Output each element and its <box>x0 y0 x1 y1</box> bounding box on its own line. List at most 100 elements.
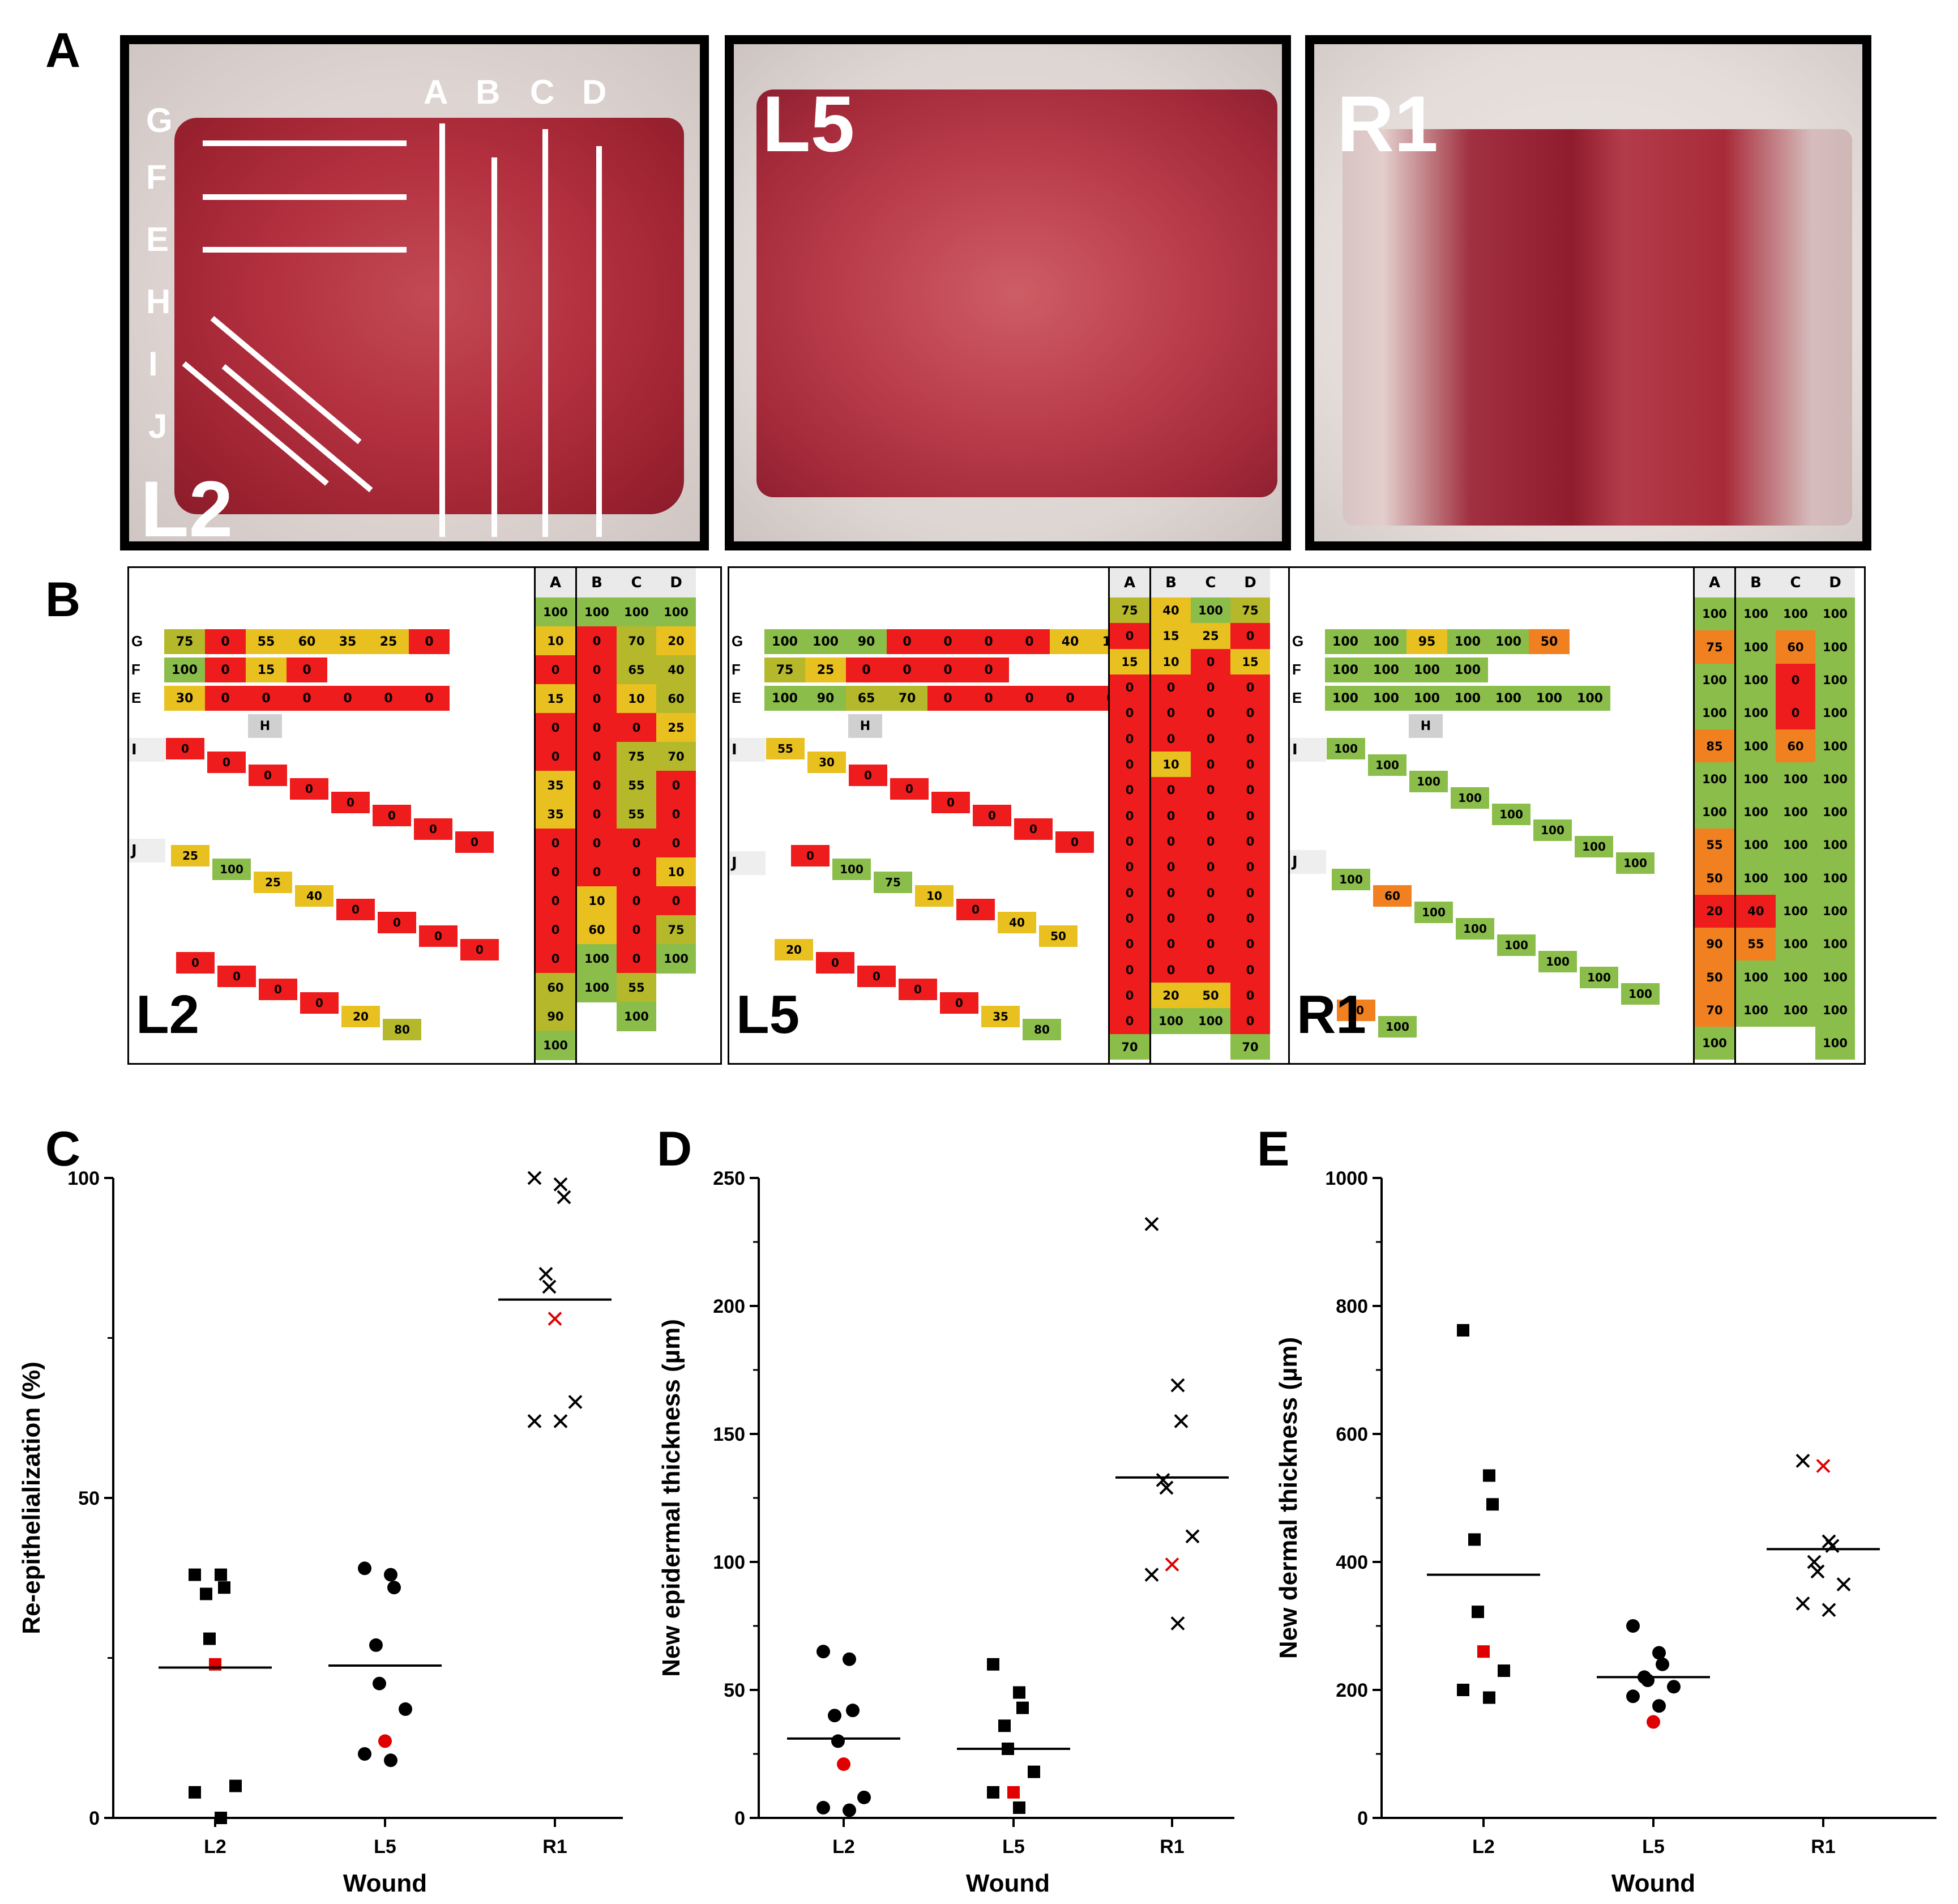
grid-cell: 0 <box>290 778 328 800</box>
table-cell: 0 <box>536 655 575 685</box>
data-point <box>568 1395 583 1409</box>
table-cell: 10 <box>577 886 617 916</box>
table-cell: 0 <box>1110 829 1149 855</box>
grid-cell: 0 <box>846 658 887 682</box>
table-cell: 75 <box>656 915 696 945</box>
table-cell: 100 <box>1695 1026 1734 1060</box>
grid-cell: 100 <box>1409 770 1448 792</box>
data-point <box>553 1177 568 1192</box>
grid-cell: 100 <box>1414 901 1453 923</box>
table-cell: 100 <box>1815 663 1855 697</box>
grid-cell: 100 <box>1406 658 1447 682</box>
data-point <box>831 1734 845 1748</box>
table-cell: 0 <box>1230 674 1270 701</box>
grid-cell: 100 <box>1497 934 1536 956</box>
table-cell: 10 <box>1151 648 1191 675</box>
grid-cell: 0 <box>414 818 452 840</box>
x-tick-label: R1 <box>1160 1836 1184 1858</box>
wound-photo-l2: G F E H I J A B C D L2 <box>120 35 709 550</box>
line-label-h: H <box>146 283 171 321</box>
table-cell: 100 <box>1695 795 1734 829</box>
grid-cell: 70 <box>887 686 927 711</box>
grid-cell: 100 <box>1488 686 1529 711</box>
table-cell: 0 <box>1110 854 1149 881</box>
data-point <box>1483 1469 1495 1482</box>
data-point <box>1822 1603 1836 1617</box>
data-point <box>1457 1324 1469 1337</box>
line-label-e: E <box>146 220 169 258</box>
grid-cell: 0 <box>368 686 409 711</box>
grid-cell: 0 <box>1014 818 1053 840</box>
table-cell: 100 <box>1776 927 1815 961</box>
grid-cell: 0 <box>816 952 854 974</box>
data-point <box>846 1704 860 1718</box>
grid-cell: 0 <box>927 629 968 654</box>
table-divider <box>1734 568 1736 1063</box>
grid-cell: 100 <box>1447 658 1488 682</box>
x-tick-label: L5 <box>374 1836 396 1858</box>
grid-cell: 0 <box>849 765 887 787</box>
table-cell: 0 <box>1191 829 1230 855</box>
y-tick-label: 50 <box>724 1680 745 1701</box>
chart-epidermal-thickness: 0 50 100 150 200 250 L2 L5 R1 Wound New epidermal … <box>657 1168 1234 1897</box>
table-cell: 75 <box>1110 597 1149 624</box>
row-label-g: G <box>131 633 143 650</box>
data-point <box>1486 1498 1499 1511</box>
table-cell: 100 <box>1736 762 1776 796</box>
table-cell: 100 <box>577 944 617 974</box>
table-cell: 70 <box>656 742 696 771</box>
x-tick-label: R1 <box>542 1836 567 1858</box>
table-cell: 0 <box>577 655 617 685</box>
table-divider <box>534 568 536 1063</box>
table-cell: 100 <box>1736 829 1776 862</box>
table-cell: 0 <box>1230 777 1270 804</box>
table-cell: 35 <box>536 800 575 829</box>
table-cell: 65 <box>617 655 656 685</box>
grid-cell: 0 <box>246 686 287 711</box>
grid-cell: 20 <box>775 938 813 960</box>
grid-label: L5 <box>736 984 800 1045</box>
grid-cell: 25 <box>805 658 846 682</box>
table-cell: 90 <box>536 1002 575 1031</box>
chart-re-epithelialization: 0 50 100 L2 L5 R1 Wound Re-epithelialization (%… <box>18 1168 623 1897</box>
grid-cell: 100 <box>1533 819 1572 842</box>
table-cell: 20 <box>656 626 696 656</box>
grid-cell: 100 <box>1366 658 1406 682</box>
data-point <box>816 1645 830 1659</box>
grid-cell: 60 <box>1373 885 1412 907</box>
table-cell: 0 <box>617 857 656 887</box>
table-cell: 100 <box>1736 861 1776 895</box>
grid-cell: 0 <box>205 686 246 711</box>
data-point <box>218 1581 230 1594</box>
grid-cell: 60 <box>287 629 327 654</box>
table-cell: 100 <box>536 597 575 627</box>
grid-cell: 0 <box>455 831 494 853</box>
grid-cell: 0 <box>166 738 204 759</box>
table-cell: 70 <box>1230 1034 1270 1060</box>
grid-r1: G F E H I J 100 100 95 100 100 50 100 100 100 100 100 100… <box>1288 566 1866 1065</box>
label-chip-h: H <box>248 714 282 738</box>
table-cell: 0 <box>1776 696 1815 730</box>
column-header: A <box>1110 568 1149 597</box>
y-axis-title: New dermal thickness (µm) <box>1275 1337 1302 1659</box>
table-cell: 0 <box>1191 777 1230 804</box>
grid-cell: 0 <box>287 686 327 711</box>
table-cell: 55 <box>1695 829 1734 862</box>
table-cell: 0 <box>1230 802 1270 829</box>
line-label-c: C <box>530 73 555 111</box>
grid-cell: 40 <box>295 885 334 907</box>
table-cell: 0 <box>656 886 696 916</box>
data-point <box>1013 1686 1025 1699</box>
grid-cell: 100 <box>1325 629 1366 654</box>
x-tick-label: L2 <box>204 1836 226 1858</box>
grid-cell: 55 <box>766 738 805 759</box>
table-cell: 100 <box>536 1031 575 1060</box>
data-point <box>1652 1646 1666 1660</box>
data-point <box>1174 1414 1189 1428</box>
table-cell: 0 <box>577 713 617 742</box>
table-cell: 0 <box>1191 700 1230 727</box>
column-header: D <box>1815 568 1855 597</box>
table-cell: 35 <box>536 771 575 800</box>
table-cell: 100 <box>1815 630 1855 664</box>
data-point <box>1144 1216 1159 1231</box>
